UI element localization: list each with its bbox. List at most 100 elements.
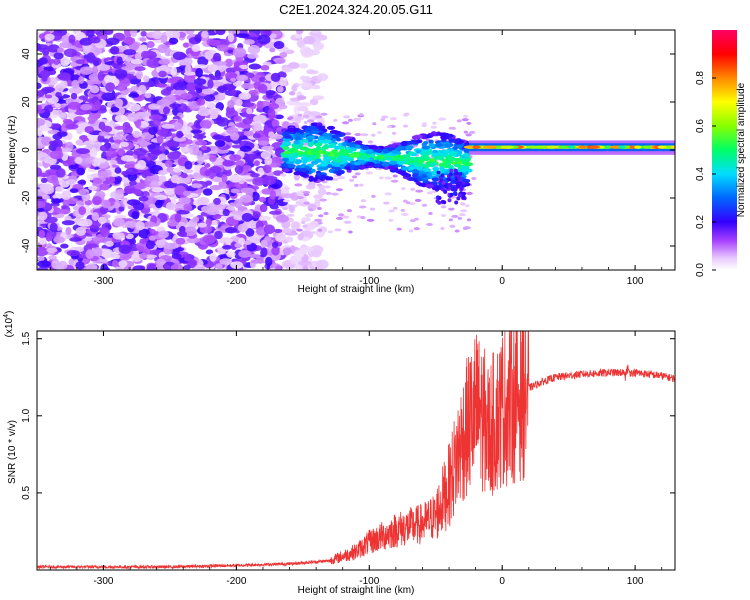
spectrogram-cell <box>269 190 276 200</box>
spectrogram-cell <box>384 176 392 180</box>
spectrogram-cell <box>243 39 255 45</box>
spectrogram-cell <box>421 145 431 150</box>
spectrogram-cell <box>298 129 304 134</box>
spectrogram-cell <box>106 37 120 46</box>
spectrogram-cell <box>436 170 441 175</box>
spectrogram-cell <box>68 86 83 95</box>
spectrogram-cell <box>387 144 397 149</box>
spectrogram-cell <box>306 69 319 75</box>
spectrogram-cell <box>391 149 399 154</box>
spectrogram-cell <box>146 58 160 69</box>
spectrogram-cell <box>447 156 457 161</box>
spectrogram-cell <box>309 98 319 106</box>
y-tick-label: 20 <box>21 96 32 108</box>
spectrogram-cell <box>316 259 329 270</box>
spectrogram-cell <box>275 233 287 243</box>
spectrogram-cell <box>112 232 125 240</box>
spectrogram-cell <box>289 255 298 265</box>
spectrogram-cell <box>445 133 454 138</box>
spectrogram-cell <box>245 228 255 237</box>
spectrogram-cell <box>305 184 316 190</box>
spectrogram-cell <box>140 50 150 60</box>
spectrogram-cell <box>222 160 236 166</box>
carrier-cell <box>544 145 559 149</box>
spectrogram-cell <box>262 175 276 186</box>
spectrogram-cell <box>456 183 461 188</box>
spectrogram-cell <box>46 247 58 253</box>
spectrogram-cell <box>310 129 317 134</box>
spectrogram-cell <box>299 63 309 69</box>
spectrogram-cell <box>297 106 309 112</box>
spectrogram-cell <box>432 149 439 154</box>
spectrogram-cell <box>316 172 323 177</box>
spectrogram-cell <box>320 174 327 179</box>
carrier-cell <box>472 145 481 149</box>
spectrogram-cell <box>415 189 424 193</box>
y-multiplier: (x104) <box>3 311 15 338</box>
spectrogram-cell <box>191 44 201 53</box>
spectrogram-cell <box>310 30 322 33</box>
spectrogram-cell <box>180 93 193 100</box>
spectrogram-cell <box>217 250 226 255</box>
spectrogram-cell <box>374 163 382 168</box>
colorbar-gradient <box>712 30 737 270</box>
spectrogram-cell <box>79 104 93 111</box>
spectrogram-cell <box>75 226 87 236</box>
spectrogram-cell <box>241 82 255 89</box>
spectrogram-cell <box>319 166 329 171</box>
spectrogram-cell <box>193 78 207 86</box>
spectrogram-cell <box>296 95 307 101</box>
spectrogram-cell <box>213 61 227 66</box>
spectrogram-cell <box>294 167 301 172</box>
spectrogram-cell <box>354 133 362 137</box>
snr-panel: -300 -200 -100 0 100 0.5 1.0 1.5 Height of str… <box>3 311 676 596</box>
spectrogram-cell <box>276 86 284 93</box>
spectrogram-cell <box>316 183 323 187</box>
spectrogram-cell <box>86 30 95 38</box>
spectrogram-cell <box>456 196 461 201</box>
spectrogram-cell <box>204 50 214 60</box>
spectrogram-cell <box>117 251 132 261</box>
spectrogram-cell <box>194 34 202 43</box>
spectrogram-cell <box>329 143 337 148</box>
spectrogram-cell <box>385 156 394 161</box>
spectrogram-cell <box>209 252 217 262</box>
spectrogram-cell <box>97 71 105 82</box>
spectrogram-cell <box>37 266 49 270</box>
spectrogram-cell <box>302 114 310 118</box>
bottom-x-axis-label: Height of straight line (km) <box>298 585 415 596</box>
spectrogram-cell <box>163 242 178 250</box>
spectrogram-cell <box>356 117 362 121</box>
top-x-ticks: -300 -200 -100 0 100 <box>49 30 663 287</box>
spectrogram-cell <box>77 180 86 185</box>
spectrogram-cell <box>391 131 397 135</box>
spectrogram-cell <box>225 238 233 246</box>
y-tick-label: 40 <box>21 48 32 60</box>
spectrogram-cell <box>317 73 329 82</box>
spectrogram-cell <box>300 217 311 222</box>
spectrogram-cell <box>197 222 207 228</box>
spectrogram-cell <box>315 115 323 119</box>
spectrogram-cell <box>383 201 390 205</box>
spectrogram-cell <box>286 213 295 217</box>
spectrogram-cell <box>253 121 262 132</box>
carrier-cell <box>568 145 575 149</box>
spectrogram-cell <box>297 196 304 200</box>
spectrogram-cell <box>142 75 150 83</box>
spectrogram-cell <box>308 49 321 56</box>
spectrogram-cell <box>131 211 140 220</box>
spectrogram-cell <box>66 250 81 257</box>
spectrogram-cell <box>296 38 305 48</box>
spectrogram-cell <box>310 231 316 235</box>
spectrogram-cell <box>448 126 457 130</box>
spectrogram-cell <box>37 118 46 127</box>
spectrogram-cell <box>388 209 395 213</box>
spectrogram-cell <box>118 244 132 254</box>
spectrogram-cell <box>454 229 460 233</box>
spectrogram-cell <box>59 41 72 49</box>
spectrogram-cell <box>128 103 141 112</box>
spectrogram-cell <box>413 227 420 231</box>
spectrogram-cell <box>85 243 98 248</box>
spectrogram-cell <box>448 218 453 222</box>
spectrogram-cell <box>110 143 120 149</box>
